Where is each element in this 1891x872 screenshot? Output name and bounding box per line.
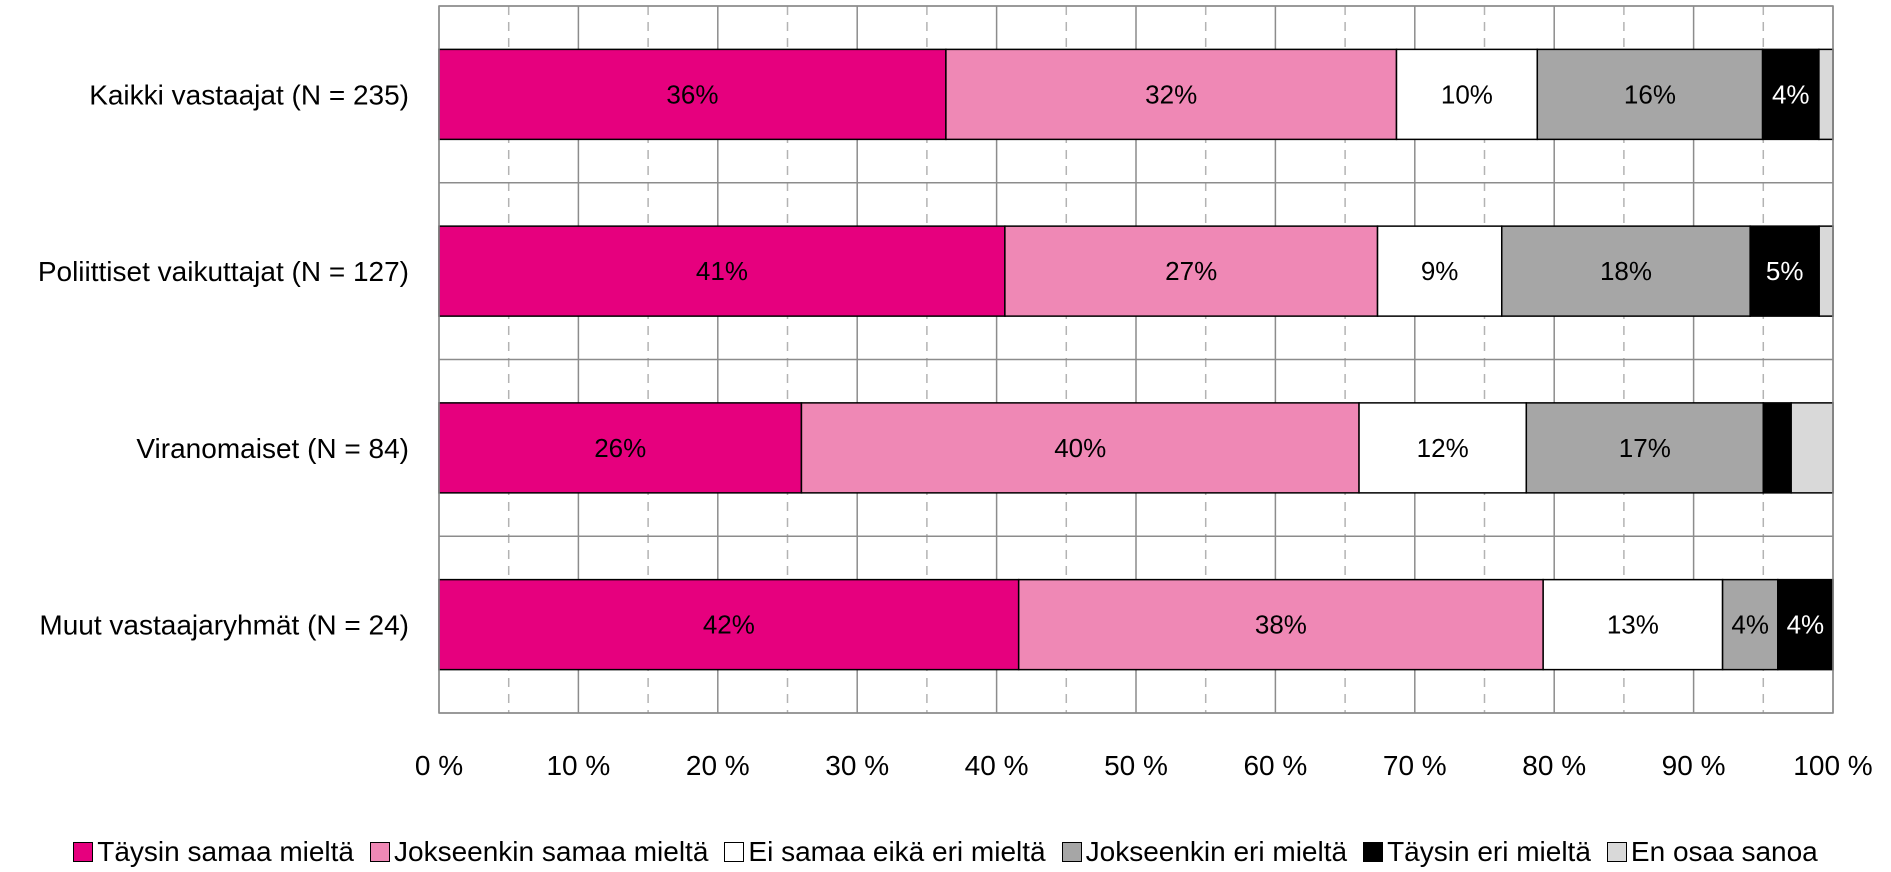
x-tick-label: 30 % [825,750,889,781]
bar-segment [1721,578,1779,671]
bar-segment [1749,225,1820,317]
bar-segment [800,402,1360,494]
data-label: 4% [1787,610,1825,640]
x-tick-label: 20 % [686,750,750,781]
x-tick-label: 70 % [1383,750,1447,781]
legend-item: Täysin samaa mieltä [73,836,354,868]
data-label: 4% [1772,79,1810,109]
legend-swatch [724,842,745,862]
legend-item: Jokseenkin eri mieltä [1061,836,1348,868]
legend-swatch [1606,842,1627,862]
legend-item: Ei samaa eikä eri mieltä [724,836,1046,868]
data-label: 17% [1619,433,1671,463]
category-label: Muut vastaajaryhmät (N = 24) [39,610,409,641]
bar-segment [1536,48,1764,141]
legend-label: Jokseenkin samaa mieltä [394,836,709,867]
bar-segment [1358,402,1528,494]
data-label: 27% [1165,256,1217,286]
category-label: Viranomaiset (N = 84) [136,433,409,464]
bar-segment [1525,402,1765,494]
x-tick-label: 0 % [415,750,463,781]
data-label: 13% [1607,610,1659,640]
x-tick-label: 60 % [1243,750,1307,781]
stacked-bar-chart: 36% 32% 10% 16% 4% Kaikki vastaajat (N = 235)… [38,5,1873,781]
data-label: 41% [696,256,748,286]
legend-swatch [1363,842,1384,862]
legend-item: En osaa sanoa [1606,836,1818,868]
x-tick-label: 90 % [1662,750,1726,781]
bar-segment [1818,225,1834,317]
bar-segment [438,48,947,141]
legend-swatch [1061,842,1082,862]
legend-label: Täysin samaa mieltä [97,836,355,867]
data-label: 12% [1417,433,1469,463]
bar-segment [438,225,1006,317]
bar-segment [1790,402,1834,494]
x-tick-label: 50 % [1104,750,1168,781]
bar-segment [1818,48,1834,141]
bar-segment [438,402,803,494]
legend: Täysin samaa mieltä Jokseenkin samaa miel… [0,832,1891,872]
x-tick-label: 10 % [546,750,610,781]
bar-segment [1017,578,1544,671]
data-label: 4% [1731,610,1769,640]
data-label: 40% [1054,433,1106,463]
legend-label: Täysin eri mieltä [1387,836,1591,867]
legend-label: Ei samaa eikä eri mieltä [748,836,1046,867]
data-label: 10% [1441,79,1493,109]
data-label: 18% [1600,256,1652,286]
data-label: 42% [703,610,755,640]
data-label: 32% [1145,79,1197,109]
x-tick-label: 40 % [965,750,1029,781]
legend-swatch [370,842,391,862]
bar-segment [1761,48,1820,141]
category-label: Kaikki vastaajat (N = 235) [89,79,409,110]
bar-segment [1501,225,1751,317]
plot-frame [438,5,1834,714]
legend-item: Jokseenkin samaa mieltä [370,836,708,868]
data-label: 5% [1766,256,1804,286]
bar-segment [1762,402,1792,494]
legend-label: Jokseenkin eri mieltä [1085,836,1348,867]
data-label: 36% [666,79,718,109]
category-label: Poliittiset vaikuttajat (N = 127) [38,256,409,287]
x-tick-label: 80 % [1522,750,1586,781]
bar-segment [1395,48,1539,141]
data-label: 9% [1421,256,1459,286]
legend-label: En osaa sanoa [1630,836,1818,867]
bar-segment [438,578,1020,671]
legend-swatch [73,842,94,862]
legend-item: Täysin eri mieltä [1363,836,1591,868]
bar-segment [1542,578,1724,671]
data-label: 26% [594,433,646,463]
x-tick-label: 100 % [1793,750,1872,781]
bar-segment [1004,225,1379,317]
data-label: 16% [1624,79,1676,109]
bar-segment [1777,578,1834,671]
data-label: 38% [1255,610,1307,640]
bar-segment [1376,225,1503,317]
